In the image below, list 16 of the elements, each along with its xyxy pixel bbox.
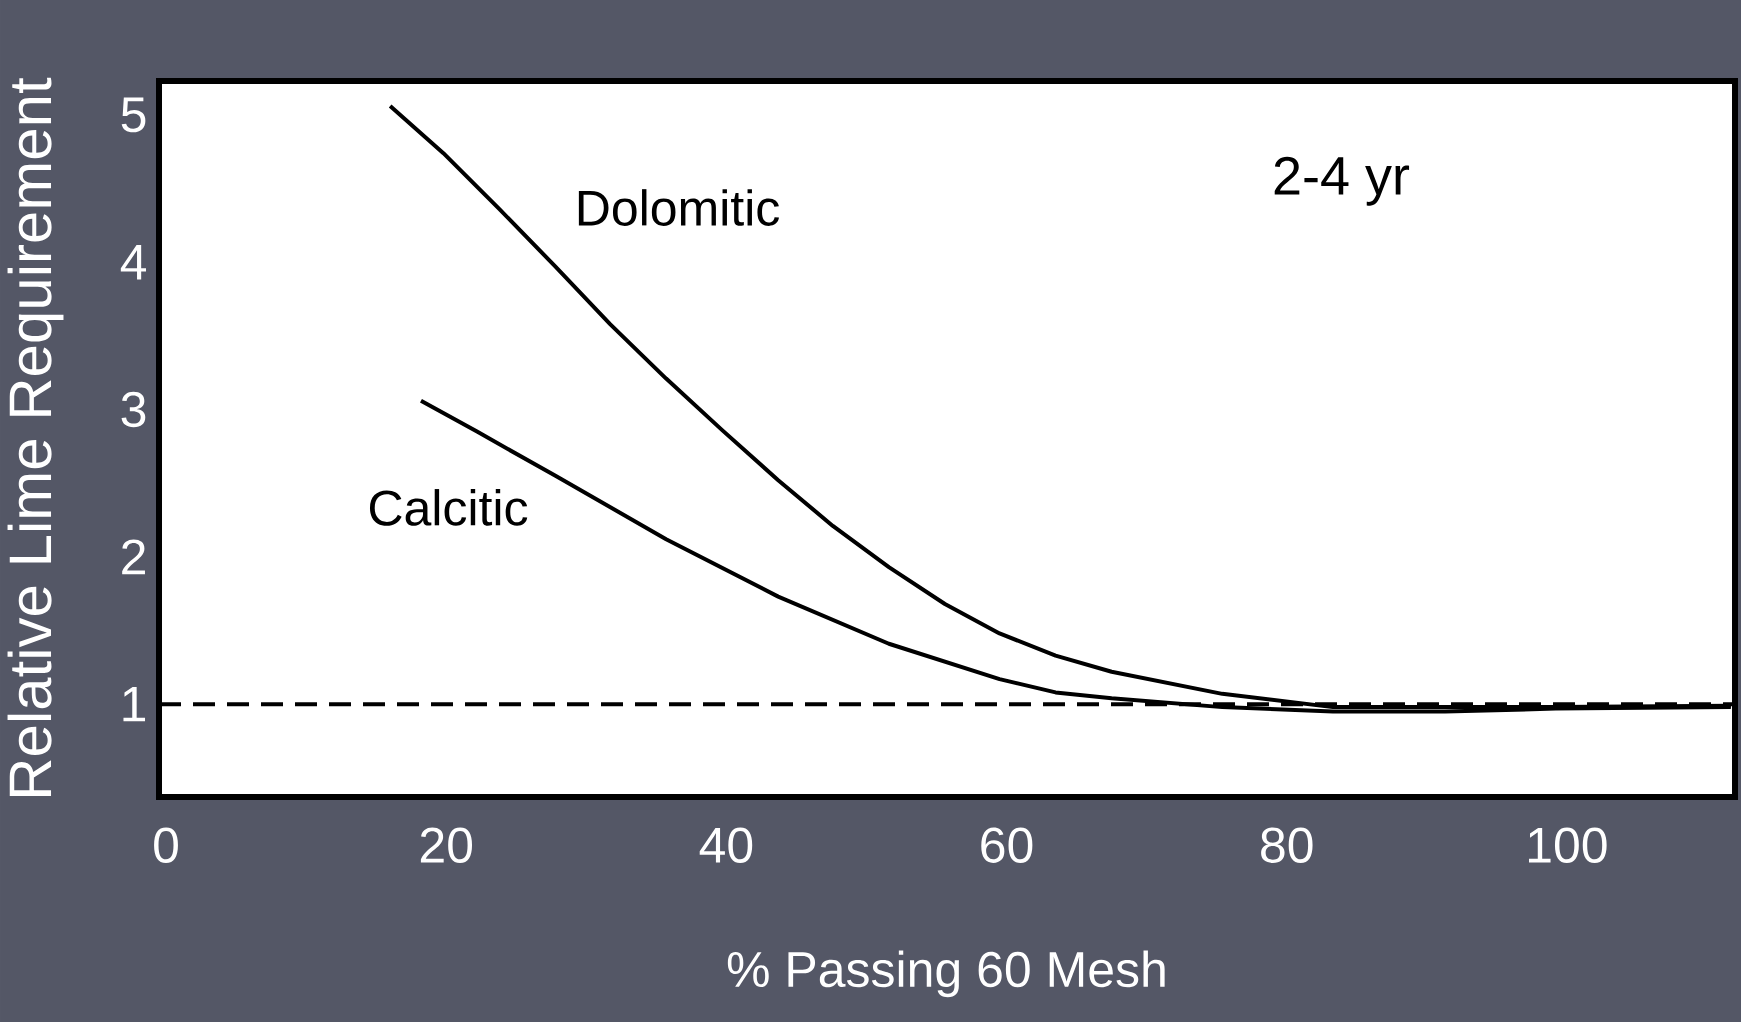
x-tick-label: 0: [154, 827, 178, 863]
x-tick-label: 20: [420, 827, 473, 863]
y-tick-label: 5: [121, 97, 146, 133]
x-tick-label: 40: [699, 827, 753, 863]
y-axis-title: Relative Lime Requirement: [7, 77, 64, 796]
y-tick-label: 4: [120, 245, 147, 280]
annotation: 2-4 yr: [1274, 156, 1410, 206]
x-axis-title: % Passing 60 Mesh: [727, 950, 1165, 998]
y-tick-label: 2: [122, 539, 145, 575]
x-tick-label: 80: [1261, 827, 1313, 863]
series-label: Calcitic: [369, 489, 528, 526]
y-tick-label: 1: [123, 686, 146, 722]
series-label: Dolomitic: [578, 189, 779, 226]
x-tick-label: 60: [981, 827, 1033, 863]
y-tick-label: 3: [121, 391, 146, 428]
x-tick-label: 100: [1529, 827, 1607, 863]
